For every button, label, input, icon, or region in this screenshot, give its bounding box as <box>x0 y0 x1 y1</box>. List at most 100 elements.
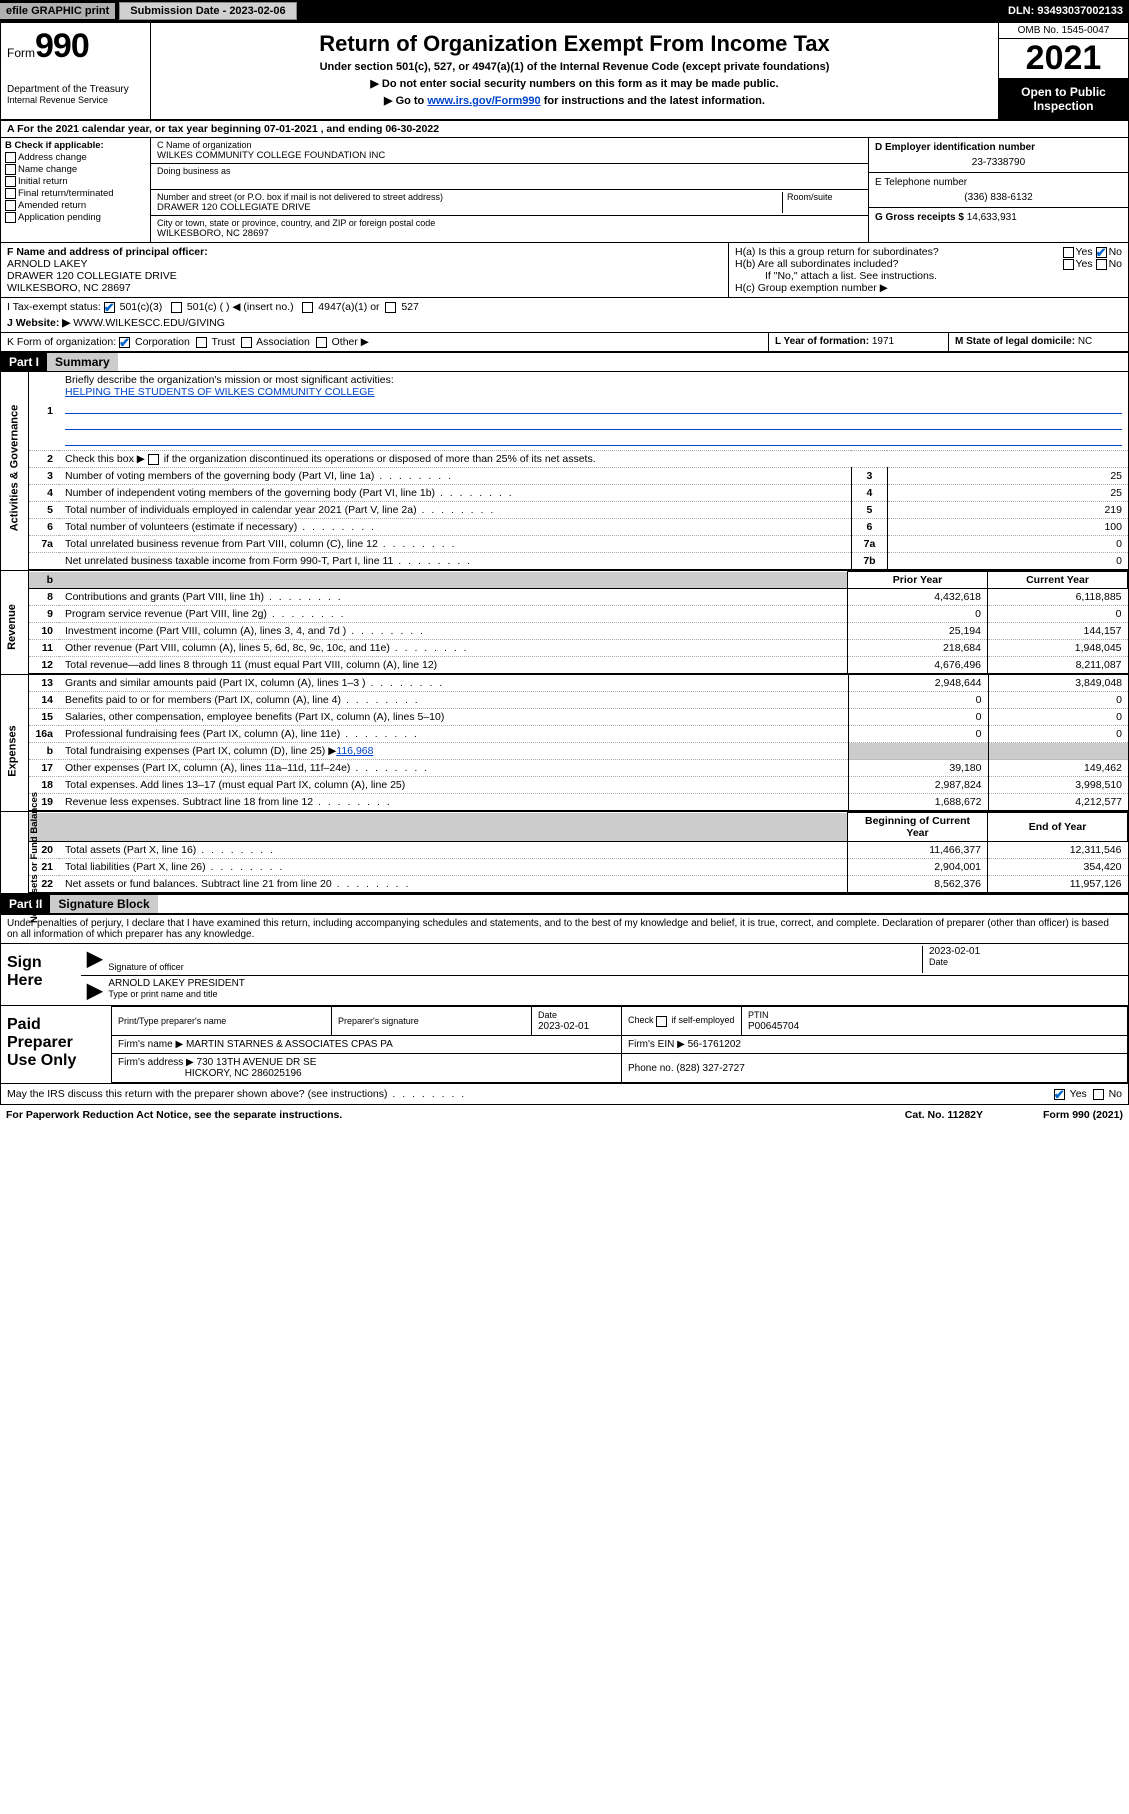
form-990-container: Form990 Department of the Treasury Inter… <box>0 22 1129 1105</box>
cb-501c3[interactable] <box>104 302 115 313</box>
cb-name-change[interactable]: Name change <box>5 164 146 175</box>
gov-v6: 100 <box>887 519 1128 536</box>
exp-l16a: Professional fundraising fees (Part IX, … <box>65 728 340 740</box>
cb-527[interactable] <box>385 302 396 313</box>
cb-address-change[interactable]: Address change <box>5 152 146 163</box>
footer-form: Form 990 (2021) <box>1043 1109 1123 1121</box>
sign-here-label: Sign Here <box>1 944 81 1005</box>
row-h: H(a) Is this a group return for subordin… <box>728 243 1128 297</box>
submission-date-btn[interactable]: Submission Date - 2023-02-06 <box>119 2 296 20</box>
cb-amended[interactable]: Amended return <box>5 200 146 211</box>
part2-title: Signature Block <box>50 895 157 913</box>
sig-name-label: Type or print name and title <box>108 989 217 999</box>
rev-l9: Program service revenue (Part VIII, line… <box>65 608 267 620</box>
cb-4947[interactable] <box>302 302 313 313</box>
row-i-j: I Tax-exempt status: 501(c)(3) 501(c) ( … <box>1 298 1128 333</box>
net-c21: 354,420 <box>988 859 1128 876</box>
sig-date-value: 2023-02-01 <box>929 946 1122 957</box>
section-revenue: Revenue bPrior YearCurrent Year 8Contrib… <box>1 571 1128 675</box>
cb-assoc[interactable] <box>241 337 252 348</box>
firm-name-value: MARTIN STARNES & ASSOCIATES CPAS PA <box>186 1039 393 1050</box>
header-right: OMB No. 1545-0047 2021 Open to Public In… <box>998 23 1128 119</box>
col-d-e-g: D Employer identification number 23-7338… <box>868 138 1128 242</box>
form-title: Return of Organization Exempt From Incom… <box>157 31 992 57</box>
section-governance: Activities & Governance 1 Briefly descri… <box>1 372 1128 571</box>
row-f: F Name and address of principal officer:… <box>1 243 728 297</box>
exp-c15: 0 <box>988 709 1128 726</box>
cb-final-return[interactable]: Final return/terminated <box>5 188 146 199</box>
block-b-c-d: B Check if applicable: Address change Na… <box>1 138 1128 243</box>
section-netassets: Net Assets or Fund Balances Beginning of… <box>1 812 1128 894</box>
omb-number: OMB No. 1545-0047 <box>999 23 1128 39</box>
ha-label: H(a) Is this a group return for subordin… <box>735 246 939 258</box>
part1-title: Summary <box>47 353 118 371</box>
hdr-end-year: End of Year <box>988 813 1128 842</box>
org-name: WILKES COMMUNITY COLLEGE FOUNDATION INC <box>157 150 862 161</box>
cb-trust[interactable] <box>196 337 207 348</box>
row-i: I Tax-exempt status: 501(c)(3) 501(c) ( … <box>7 301 1122 313</box>
instr-post: for instructions and the latest informat… <box>541 95 765 107</box>
ha-no[interactable]: No <box>1109 246 1122 258</box>
room-label: Room/suite <box>787 192 862 202</box>
exp-p19: 1,688,672 <box>848 794 988 811</box>
cb-application-pending[interactable]: Application pending <box>5 212 146 223</box>
net-p21: 2,904,001 <box>848 859 988 876</box>
rev-l8: Contributions and grants (Part VIII, lin… <box>65 591 264 603</box>
ein-label: D Employer identification number <box>875 142 1122 153</box>
footer-cat: Cat. No. 11282Y <box>905 1109 983 1121</box>
sig-name-value: ARNOLD LAKEY PRESIDENT <box>108 978 1122 989</box>
exp-l13: Grants and similar amounts paid (Part IX… <box>65 677 366 689</box>
prep-check-label: Check if self-employed <box>628 1015 735 1025</box>
irs-link[interactable]: www.irs.gov/Form990 <box>427 95 540 107</box>
part1-hdr: Part I <box>1 353 47 371</box>
phone-value: (828) 327-2727 <box>676 1063 744 1074</box>
row-m: M State of legal domicile: NC <box>948 333 1128 351</box>
dept-treasury: Department of the Treasury <box>7 84 144 95</box>
form-instr-1: ▶ Do not enter social security numbers o… <box>157 77 992 90</box>
hdr-prior-year: Prior Year <box>848 572 988 589</box>
row-j: J Website: ▶ WWW.WILKESCC.EDU/GIVING <box>7 317 1122 329</box>
col-b-title: B Check if applicable: <box>5 140 146 151</box>
form-org-label: K Form of organization: <box>7 336 116 348</box>
footer-pra: For Paperwork Reduction Act Notice, see … <box>6 1109 342 1121</box>
sig-declaration: Under penalties of perjury, I declare th… <box>1 915 1128 943</box>
gross-value: 14,633,931 <box>967 212 1017 223</box>
exp-c14: 0 <box>988 692 1128 709</box>
irs-label: Internal Revenue Service <box>7 95 144 105</box>
net-l21: Total liabilities (Part X, line 26) <box>65 861 206 873</box>
exp-c16a: 0 <box>988 726 1128 743</box>
cb-discuss-yes[interactable] <box>1054 1089 1065 1100</box>
gov-l7a: Total unrelated business revenue from Pa… <box>65 538 378 550</box>
net-c20: 12,311,546 <box>988 842 1128 859</box>
ha-yes[interactable]: Yes <box>1076 246 1093 258</box>
cb-501c[interactable] <box>171 302 182 313</box>
hb-no[interactable]: No <box>1109 258 1122 270</box>
gov-v4: 25 <box>887 485 1128 502</box>
discuss-label: May the IRS discuss this return with the… <box>7 1088 388 1100</box>
exp-c19: 4,212,577 <box>988 794 1128 811</box>
cb-discuss-no[interactable] <box>1093 1089 1104 1100</box>
officer-addr2: WILKESBORO, NC 28697 <box>7 282 722 294</box>
hb-yes[interactable]: Yes <box>1076 258 1093 270</box>
mission-text[interactable]: HELPING THE STUDENTS OF WILKES COMMUNITY… <box>65 386 374 398</box>
tax-status-label: I Tax-exempt status: <box>7 301 101 313</box>
cb-self-employed[interactable] <box>656 1016 667 1027</box>
paid-preparer-label: Paid Preparer Use Only <box>1 1006 111 1083</box>
rev-p11: 218,684 <box>848 640 988 657</box>
cb-initial-return[interactable]: Initial return <box>5 176 146 187</box>
rev-l12: Total revenue—add lines 8 through 11 (mu… <box>65 659 437 671</box>
firm-name-label: Firm's name ▶ <box>118 1039 183 1050</box>
mission-label: Briefly describe the organization's miss… <box>65 374 394 386</box>
gov-l7b: Net unrelated business taxable income fr… <box>65 555 393 567</box>
row-a-taxyear: A For the 2021 calendar year, or tax yea… <box>1 121 1128 138</box>
cb-corp[interactable] <box>119 337 130 348</box>
addr-label: Number and street (or P.O. box if mail i… <box>157 192 782 202</box>
exp-l14: Benefits paid to or for members (Part IX… <box>65 694 341 706</box>
header-left: Form990 Department of the Treasury Inter… <box>1 23 151 119</box>
cb-discontinued[interactable] <box>148 454 159 465</box>
exp-c18: 3,998,510 <box>988 777 1128 794</box>
net-l22: Net assets or fund balances. Subtract li… <box>65 878 332 890</box>
sig-arrow-icon-2: ▶ <box>87 978 102 1003</box>
cb-other[interactable] <box>316 337 327 348</box>
tel-label: E Telephone number <box>875 177 1122 188</box>
